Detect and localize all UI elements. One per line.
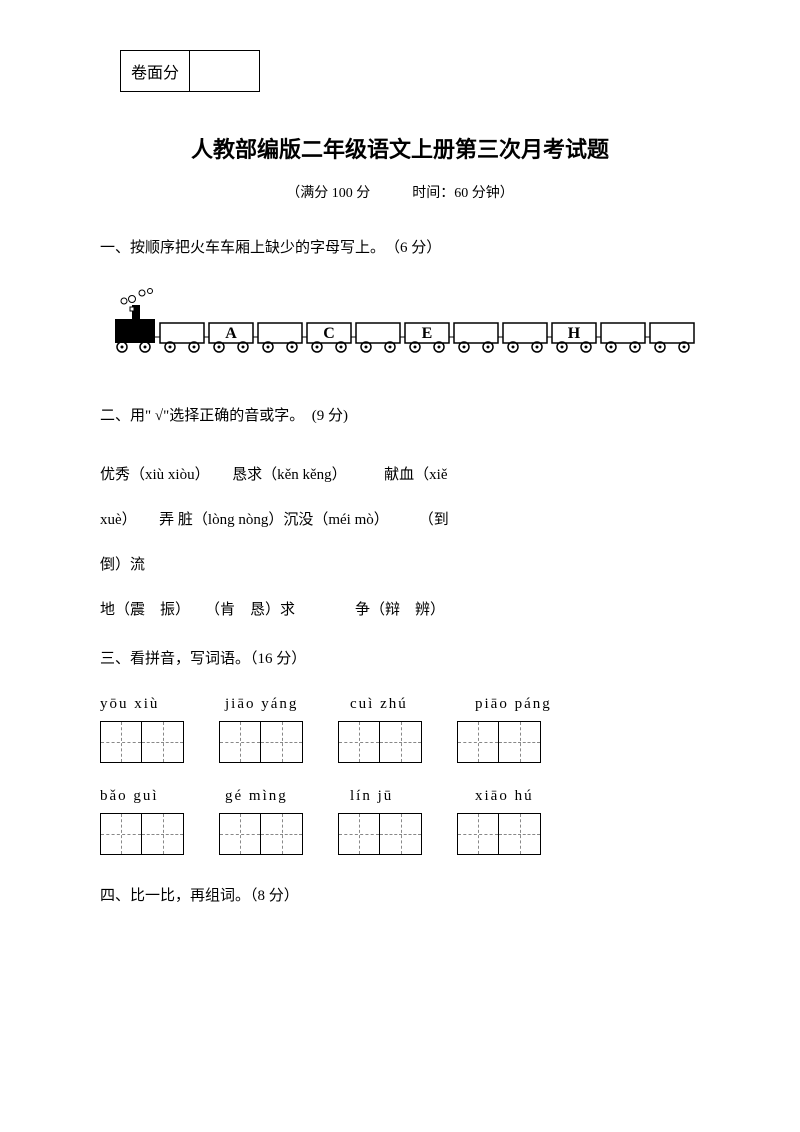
tian-box [457,813,499,855]
tian-box [338,813,380,855]
train-diagram: ACEH [100,285,700,360]
q2-line2: xuè） 弄 脏（lòng nòng）沉没（méi mò） （到 [100,498,700,543]
pinyin-row-2: bǎo guì gé mìng lín jū xiāo hú [100,788,700,805]
pinyin-6: gé mìng [225,788,315,805]
pinyin-8: xiāo hú [475,788,565,805]
svg-text:E: E [422,325,433,342]
section-1-heading: 一、按顺序把火车车厢上缺少的字母写上。 （6 分） [100,232,700,265]
section-2-content: 优秀（xiù xiòu） 恳求（kěn kěng） 献血（xiě xuè） 弄 … [100,453,700,633]
pinyin-7: lín jū [350,788,440,805]
tian-box [100,721,142,763]
tian-box [261,813,303,855]
tian-box [219,721,261,763]
pinyin-4: piāo páng [475,696,565,713]
pinyin-5: bǎo guì [100,788,190,805]
tian-row-1 [100,721,700,763]
tian-box [380,721,422,763]
tian-box [100,813,142,855]
score-box: 卷面分 [120,50,700,92]
q2-line4: 地（震 振） （肯 恳）求 争（辩 辨） [100,588,700,633]
svg-text:H: H [568,325,581,342]
exam-subtitle: （满分 100 分 时间：60 分钟） [100,182,700,202]
tian-box [219,813,261,855]
exam-title: 人教部编版二年级语文上册第三次月考试题 [100,132,700,164]
score-value [190,50,260,92]
tian-box [499,813,541,855]
tian-box [380,813,422,855]
tian-row-2 [100,813,700,855]
tian-box [338,721,380,763]
section-4-heading: 四、比一比，再组词。（8 分） [100,880,700,913]
score-label: 卷面分 [120,50,190,92]
pinyin-1: yōu xiù [100,696,190,713]
tian-box [261,721,303,763]
pinyin-3: cuì zhú [350,696,440,713]
tian-box [142,813,184,855]
svg-text:A: A [225,325,237,342]
q2-line1: 优秀（xiù xiòu） 恳求（kěn kěng） 献血（xiě [100,453,700,498]
tian-box [457,721,499,763]
svg-text:C: C [323,325,335,342]
tian-box [142,721,184,763]
section-3-heading: 三、看拼音，写词语。（16 分） [100,643,700,676]
tian-box [499,721,541,763]
section-2-heading: 二、用" √"选择正确的音或字。 (9 分) [100,400,700,433]
q2-line3: 倒）流 [100,543,700,588]
pinyin-row-1: yōu xiù jiāo yáng cuì zhú piāo páng [100,696,700,713]
pinyin-2: jiāo yáng [225,696,315,713]
